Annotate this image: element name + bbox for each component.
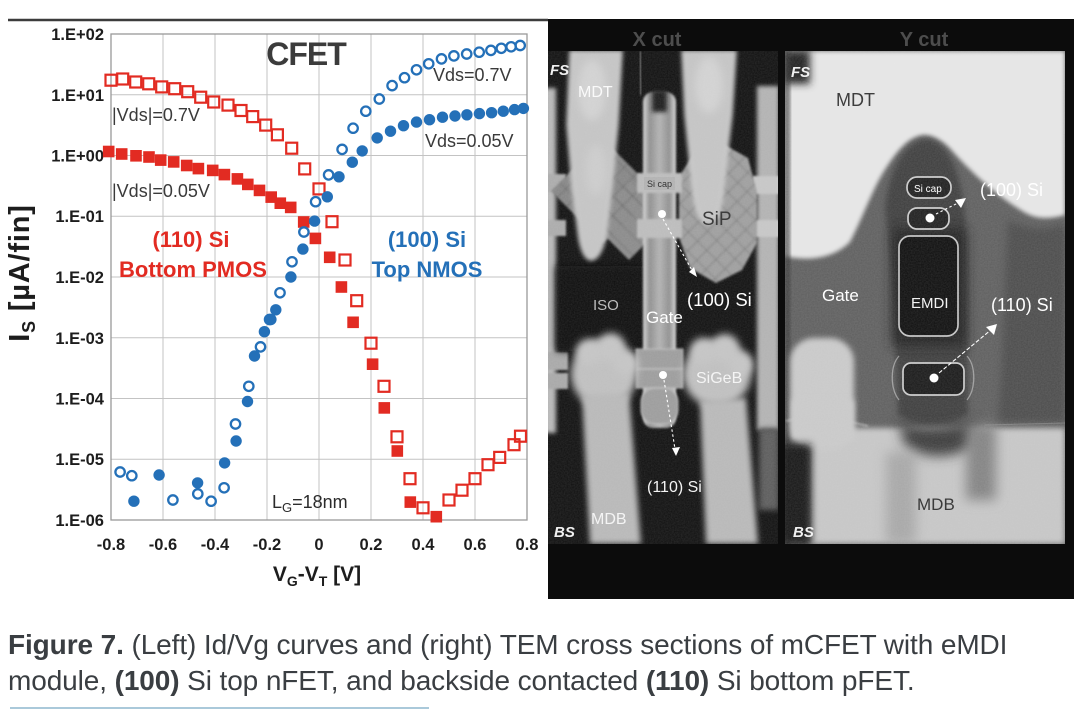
svg-text:0.2: 0.2 bbox=[360, 536, 383, 554]
svg-text:MDT: MDT bbox=[836, 90, 875, 110]
svg-text:Gate: Gate bbox=[646, 308, 683, 327]
svg-text:BS: BS bbox=[554, 524, 575, 541]
svg-text:1.E-01: 1.E-01 bbox=[55, 208, 104, 226]
svg-text:0.8: 0.8 bbox=[516, 536, 539, 554]
svg-text:EMDI: EMDI bbox=[911, 295, 949, 312]
svg-text:Vds=0.7V: Vds=0.7V bbox=[433, 65, 512, 85]
svg-text:(110) Si: (110) Si bbox=[647, 479, 702, 496]
svg-text:(100) Si: (100) Si bbox=[687, 289, 752, 310]
svg-text:1.E-06: 1.E-06 bbox=[55, 512, 104, 530]
svg-text:1.E-02: 1.E-02 bbox=[55, 269, 104, 287]
svg-text:1.E-04: 1.E-04 bbox=[55, 391, 104, 409]
svg-text:|Vds|=0.05V: |Vds|=0.05V bbox=[112, 181, 210, 201]
svg-text:IS [µA/fin]: IS [µA/fin] bbox=[4, 204, 39, 341]
svg-text:-0.4: -0.4 bbox=[201, 536, 230, 554]
svg-text:Bottom PMOS: Bottom PMOS bbox=[119, 257, 267, 282]
svg-text:0.4: 0.4 bbox=[412, 536, 436, 554]
svg-text:X cut: X cut bbox=[633, 29, 682, 51]
svg-text:0: 0 bbox=[314, 536, 323, 554]
svg-text:1.E+02: 1.E+02 bbox=[51, 26, 104, 44]
svg-text:-0.6: -0.6 bbox=[149, 536, 177, 554]
svg-text:(100) Si: (100) Si bbox=[980, 180, 1043, 200]
svg-text:(110) Si: (110) Si bbox=[152, 227, 229, 252]
svg-text:1.E-03: 1.E-03 bbox=[55, 330, 104, 348]
svg-text:ISO: ISO bbox=[593, 297, 619, 314]
svg-text:BS: BS bbox=[793, 524, 814, 541]
svg-text:MDT: MDT bbox=[578, 84, 613, 101]
svg-text:(100) Si: (100) Si bbox=[388, 227, 466, 252]
svg-text:MDB: MDB bbox=[591, 511, 627, 528]
svg-text:Top NMOS: Top NMOS bbox=[372, 257, 483, 282]
svg-text:1.E+00: 1.E+00 bbox=[51, 148, 104, 166]
svg-text:Si cap: Si cap bbox=[914, 184, 942, 195]
svg-text:1.E+01: 1.E+01 bbox=[51, 87, 104, 105]
svg-text:SiP: SiP bbox=[702, 209, 732, 230]
svg-text:SiGeB: SiGeB bbox=[696, 370, 742, 387]
svg-text:FS: FS bbox=[791, 64, 810, 81]
svg-text:Si cap: Si cap bbox=[647, 179, 672, 189]
svg-text:Vds=0.05V: Vds=0.05V bbox=[425, 131, 514, 151]
svg-text:MDB: MDB bbox=[917, 495, 955, 514]
svg-text:1.E-05: 1.E-05 bbox=[55, 451, 104, 469]
svg-text:Y cut: Y cut bbox=[900, 29, 949, 51]
svg-text:0.6: 0.6 bbox=[464, 536, 487, 554]
svg-text:-0.8: -0.8 bbox=[97, 536, 125, 554]
svg-text:|Vds|=0.7V: |Vds|=0.7V bbox=[112, 105, 200, 125]
svg-text:FS: FS bbox=[550, 62, 569, 79]
svg-text:(110) Si: (110) Si bbox=[991, 295, 1053, 315]
svg-text:CFET: CFET bbox=[266, 36, 347, 72]
svg-text:-0.2: -0.2 bbox=[253, 536, 281, 554]
svg-text:Gate: Gate bbox=[822, 286, 859, 305]
